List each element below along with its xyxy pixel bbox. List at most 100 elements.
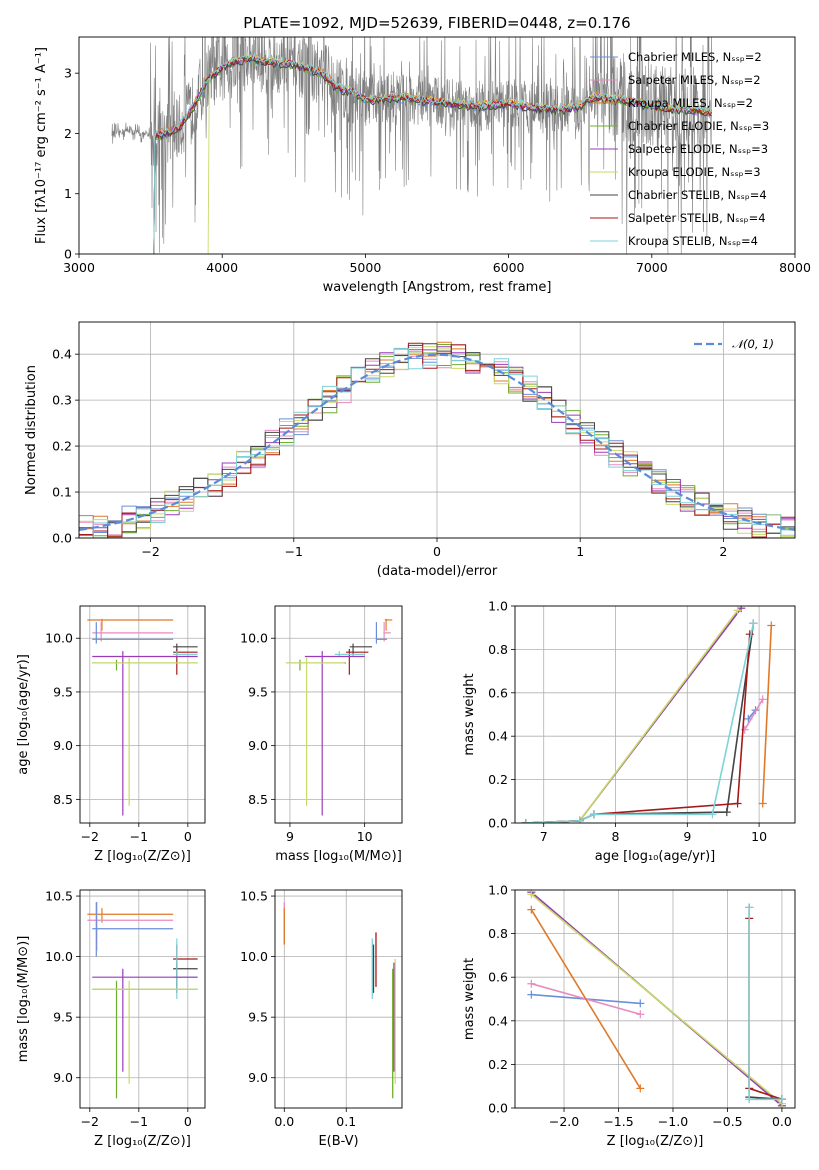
y-tick-label: 0.6 bbox=[488, 970, 508, 985]
plus-marker bbox=[708, 810, 717, 819]
plot-area bbox=[87, 902, 198, 1099]
axes-frame bbox=[514, 889, 796, 1109]
y-tick-label: 1 bbox=[64, 186, 72, 201]
x-tick-label: −1 bbox=[130, 829, 148, 844]
age-vs-mass-panel: 9 10 8.5 9.0 9.5 10.0 mass [log₁₀(M/M⊙)] bbox=[240, 605, 403, 864]
axes-frame bbox=[79, 605, 206, 824]
x-tick-label: −2.0 bbox=[549, 1114, 579, 1129]
mass-weight-series-line bbox=[525, 607, 742, 823]
mass-weight-series-line bbox=[530, 893, 783, 1105]
plus-marker bbox=[777, 1095, 786, 1104]
plus-marker bbox=[527, 905, 536, 914]
x-tick-label: 4000 bbox=[206, 260, 238, 275]
x-tick-label: 9 bbox=[286, 829, 294, 844]
x-tick-label: −2 bbox=[141, 544, 159, 559]
y-tick-label: 0.6 bbox=[488, 685, 508, 700]
x-tick-label: −1.5 bbox=[603, 1114, 633, 1129]
x-tick-label: 3000 bbox=[63, 260, 95, 275]
y-tick-label: 2 bbox=[64, 126, 72, 141]
x-tick-label: 0.0 bbox=[772, 1114, 792, 1129]
axes-frame bbox=[514, 605, 796, 824]
mass-vs-metallicity-panel: −2 −1 0 9.0 9.5 10.0 10.5 Z [log₁₀(Z/Z⊙)] mass [… bbox=[16, 889, 206, 1149]
x-tick-label: 2 bbox=[719, 544, 727, 559]
y-tick-label: 1.0 bbox=[488, 883, 508, 898]
y-tick-label: 0.0 bbox=[488, 816, 508, 831]
x-tick-label: −2 bbox=[81, 829, 99, 844]
legend-entry: Chabrier ELODIE, Nₛₛₚ=3 bbox=[628, 119, 769, 133]
x-tick-label: 8000 bbox=[779, 260, 811, 275]
plus-marker bbox=[745, 1095, 754, 1104]
plot-area bbox=[286, 618, 393, 816]
plot-area bbox=[111, 37, 713, 254]
plus-marker bbox=[749, 619, 758, 628]
y-tick-label: 10.5 bbox=[45, 889, 73, 904]
axes-frame bbox=[78, 321, 796, 539]
legend-entry: Chabrier MILES, Nₛₛₚ=2 bbox=[628, 50, 762, 64]
plot-area bbox=[527, 890, 786, 1108]
y-tick-label: 0.8 bbox=[488, 642, 508, 657]
x-tick-label: −2 bbox=[81, 1114, 99, 1129]
legend-entry: Kroupa STELIB, Nₛₛₚ=4 bbox=[628, 234, 758, 248]
plot-area bbox=[79, 341, 795, 538]
plus-marker bbox=[767, 621, 776, 630]
y-tick-label: 9.5 bbox=[248, 1010, 268, 1025]
age-vs-metallicity-panel: −2 −1 0 8.5 9.0 9.5 10.0 Z [log₁₀(Z/Z⊙)] age [lo… bbox=[16, 605, 206, 864]
y-tick-label: 8.5 bbox=[248, 792, 268, 807]
mass-weight-series-line bbox=[748, 918, 783, 1101]
legend-entry: Salpeter ELODIE, Nₛₛₚ=3 bbox=[628, 142, 768, 156]
y-tick-label: 0.0 bbox=[52, 531, 72, 546]
plus-marker bbox=[740, 725, 749, 734]
plot-area bbox=[283, 902, 396, 1099]
x-tick-label: 10 bbox=[751, 829, 767, 844]
x-axis-label: E(B-V) bbox=[318, 1134, 358, 1149]
figure-title: PLATE=1092, MJD=52639, FIBERID=0448, z=0… bbox=[243, 14, 630, 32]
mass-weight-series-line bbox=[747, 709, 757, 720]
legend-entry: Kroupa MILES, Nₛₛₚ=2 bbox=[628, 96, 753, 110]
plot-area bbox=[521, 606, 776, 823]
x-axis-label: (data-model)/error bbox=[377, 564, 498, 579]
plus-marker bbox=[733, 799, 742, 808]
plus-marker bbox=[527, 890, 536, 899]
plus-marker bbox=[636, 1084, 645, 1093]
y-tick-label: 9.5 bbox=[248, 684, 268, 699]
legend-entry: Salpeter STELIB, Nₛₛₚ=4 bbox=[628, 211, 766, 225]
plus-marker bbox=[733, 606, 742, 615]
x-axis-label: Z [log₁₀(Z/Z⊙)] bbox=[94, 1134, 191, 1149]
y-tick-label: 0.0 bbox=[488, 1101, 508, 1116]
spectrum-panel: 3000 4000 5000 6000 7000 8000 0 1 2 3 wavelength [… bbox=[34, 36, 811, 295]
y-tick-label: 10.0 bbox=[240, 631, 268, 646]
y-tick-label: 0.2 bbox=[488, 1057, 508, 1072]
y-tick-label: 0.4 bbox=[52, 347, 72, 362]
y-axis-label: mass weight bbox=[462, 958, 477, 1040]
residual-histogram-step bbox=[79, 347, 795, 538]
legend-entry: 𝒩(0, 1) bbox=[732, 337, 774, 351]
x-tick-label: 6000 bbox=[493, 260, 525, 275]
mass-weight-series-line bbox=[525, 623, 755, 823]
axes-frame bbox=[79, 889, 206, 1109]
y-tick-label: 0.2 bbox=[488, 772, 508, 787]
y-axis-label: Normed distribution bbox=[24, 365, 39, 495]
mass-vs-ebv-panel: 0.0 0.1 9.0 9.5 10.0 10.5 E(B-V) bbox=[240, 889, 403, 1149]
mass-weight-series-line bbox=[525, 623, 755, 823]
y-tick-label: 9.5 bbox=[53, 1010, 73, 1025]
x-tick-label: 0 bbox=[184, 1114, 192, 1129]
y-tick-label: 0 bbox=[64, 247, 72, 262]
y-axis-label: Flux [fλ10⁻¹⁷ erg cm⁻² s⁻¹ A⁻¹] bbox=[34, 47, 49, 244]
axes-frame bbox=[274, 605, 403, 824]
plus-marker bbox=[758, 799, 767, 808]
plus-marker bbox=[527, 979, 536, 988]
axes-frame bbox=[78, 36, 796, 255]
plot-area bbox=[87, 618, 198, 816]
model-spectrum-line bbox=[153, 56, 713, 254]
model-spectrum-line bbox=[153, 52, 712, 254]
plus-marker bbox=[636, 1010, 645, 1019]
y-tick-label: 9.0 bbox=[53, 738, 73, 753]
y-tick-label: 0.1 bbox=[52, 485, 72, 500]
y-tick-label: 0.2 bbox=[52, 439, 72, 454]
y-tick-label: 0.4 bbox=[488, 729, 508, 744]
y-tick-label: 9.0 bbox=[248, 1070, 268, 1085]
mass-weight-vs-metallicity-panel: −2.0 −1.5 −1.0 −0.5 0.0 0.0 0.2 0.4 0.6 0.8 1.0 Z [… bbox=[462, 883, 796, 1149]
y-tick-label: 0.3 bbox=[52, 393, 72, 408]
x-tick-label: −0.5 bbox=[712, 1114, 742, 1129]
x-tick-label: 7 bbox=[540, 829, 548, 844]
